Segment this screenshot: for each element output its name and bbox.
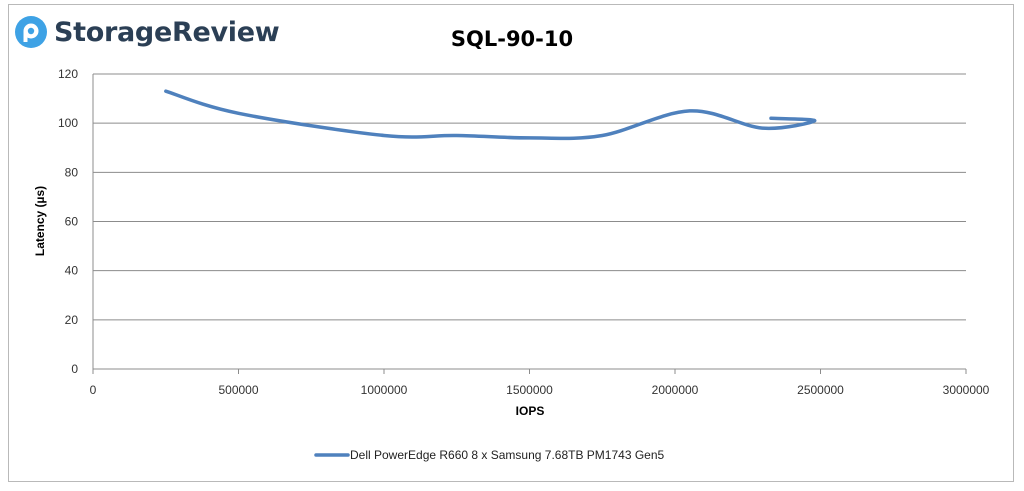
x-tick-label: 2500000 (797, 383, 844, 397)
x-tick-label: 500000 (218, 383, 258, 397)
series-line (164, 89, 817, 141)
chart-frame (8, 4, 1014, 482)
y-tick-label: 120 (58, 67, 78, 81)
y-tick-label: 80 (65, 165, 79, 179)
storagereview-logo: StorageReview (14, 12, 280, 52)
x-tick-label: 2000000 (652, 383, 699, 397)
y-tick-label: 60 (65, 215, 79, 229)
y-tick-label: 0 (71, 362, 78, 376)
x-axis-label: IOPS (516, 404, 545, 418)
y-tick-label: 20 (65, 313, 79, 327)
brand-name: StorageReview (54, 16, 280, 48)
x-tick-label: 3000000 (943, 383, 990, 397)
storagereview-logo-icon (15, 16, 47, 48)
x-tick-label: 1000000 (361, 383, 408, 397)
legend-label: Dell PowerEdge R660 8 x Samsung 7.68TB P… (350, 448, 665, 462)
y-tick-label: 100 (58, 116, 78, 130)
chart-title: SQL-90-10 (451, 27, 573, 51)
y-tick-label: 40 (65, 264, 79, 278)
x-tick-label: 0 (90, 383, 97, 397)
y-axis-label: Latency (µs) (33, 186, 47, 256)
x-tick-label: 1500000 (506, 383, 553, 397)
